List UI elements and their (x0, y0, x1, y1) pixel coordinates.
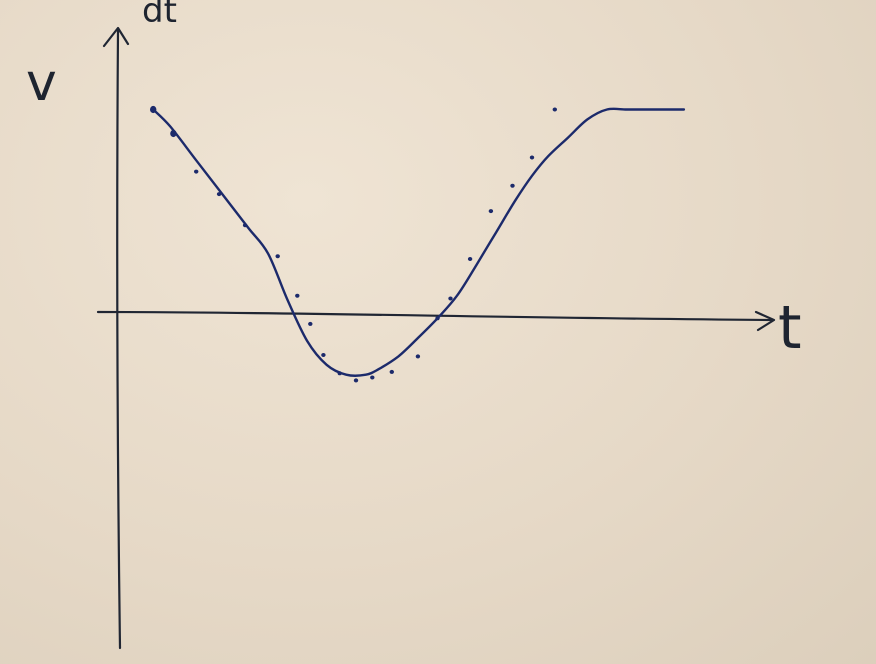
series-curve (152, 107, 686, 377)
data-point (170, 129, 177, 138)
y-axis-label: v (26, 53, 57, 113)
y-axis-arrowhead (102, 26, 130, 48)
data-point (467, 257, 473, 261)
data-point (194, 169, 199, 174)
data-point (275, 254, 280, 259)
data-point (295, 293, 300, 298)
y-axis (116, 28, 122, 650)
data-point (242, 223, 248, 228)
data-point (308, 321, 313, 326)
data-point (353, 378, 359, 383)
data-point (529, 155, 535, 160)
data-point (150, 105, 157, 114)
data-point (415, 354, 421, 359)
x-axis-label: t (778, 293, 802, 363)
y-axis-label-fragment: dt (142, 0, 177, 31)
data-point (321, 353, 326, 357)
data-point (510, 183, 515, 188)
data-point (435, 316, 440, 321)
data-point (216, 192, 222, 197)
data-point (370, 375, 375, 380)
x-axis-arrowhead (754, 310, 776, 332)
data-point (552, 107, 557, 112)
series-layer (150, 105, 686, 383)
data-point (488, 209, 494, 214)
x-axis (96, 310, 774, 322)
data-point (389, 369, 394, 374)
data-point (448, 296, 453, 301)
data-point (337, 371, 342, 376)
